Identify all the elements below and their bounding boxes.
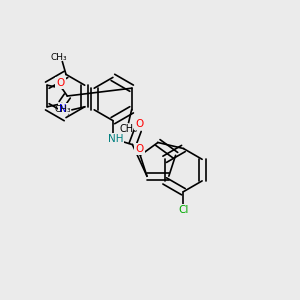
Text: CH₃: CH₃: [50, 53, 67, 62]
Text: O: O: [135, 119, 143, 129]
Text: O: O: [136, 144, 144, 154]
Text: CH₃: CH₃: [119, 124, 138, 134]
Text: N: N: [59, 104, 67, 114]
Text: NH: NH: [108, 134, 123, 145]
Text: Cl: Cl: [178, 205, 189, 215]
Text: O: O: [56, 78, 65, 88]
Text: CH₃: CH₃: [54, 105, 71, 114]
